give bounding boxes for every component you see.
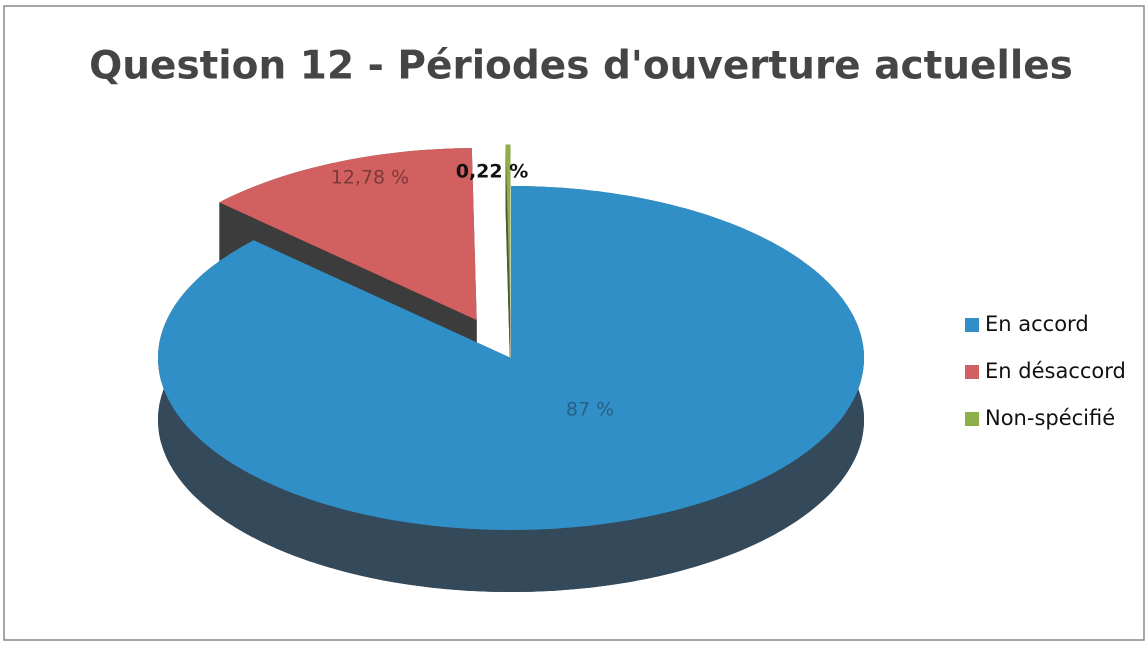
data-label: 87 % — [566, 399, 614, 421]
legend-swatch — [965, 318, 979, 332]
slice — [158, 186, 864, 530]
legend-label: Non-spécifié — [985, 406, 1115, 430]
data-label: 0,22 % — [456, 161, 529, 183]
legend-label: En accord — [985, 312, 1089, 336]
chart-title: Question 12 - Périodes d'ouverture actue… — [89, 44, 1073, 89]
data-label: 12,78 % — [331, 167, 410, 189]
slice — [505, 144, 511, 317]
legend-swatch — [965, 365, 979, 379]
legend-swatch — [965, 412, 979, 426]
legend-label: En désaccord — [985, 359, 1126, 383]
slice — [219, 148, 477, 321]
